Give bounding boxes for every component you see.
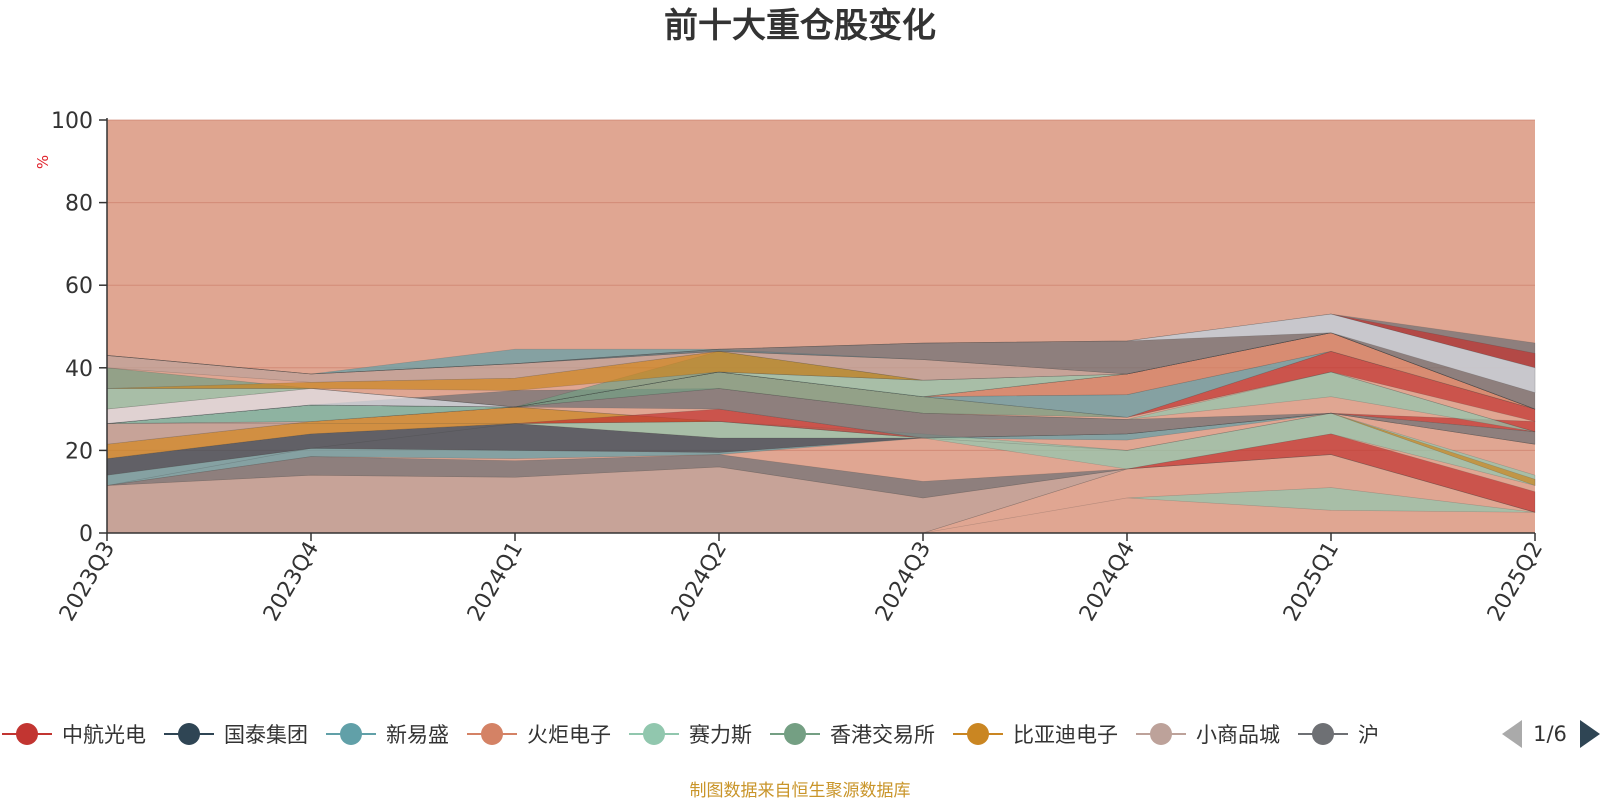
series-area [106, 371, 1536, 433]
legend-page-indicator: 1/6 [1533, 722, 1567, 746]
plot-area: 0 20 40 60 80 100 2023Q3 2023Q4 2024Q1 2024Q2 2024… [51, 109, 1548, 626]
legend-marker-icon [643, 723, 665, 745]
footer-source: 制图数据来自恒生聚源数据库 [690, 781, 911, 800]
y-tick-label: 80 [65, 192, 93, 217]
legend-item[interactable]: 中航光电 [2, 723, 146, 747]
y-tick-label: 60 [65, 274, 93, 299]
legend-marker-icon [178, 723, 200, 745]
x-tick-label: 2024Q3 [871, 538, 936, 626]
legend-label: 小商品城 [1196, 723, 1280, 747]
legend-next-arrow-icon[interactable] [1580, 720, 1600, 748]
legend-label: 中航光电 [62, 723, 146, 747]
legend-label: 比亚迪电子 [1013, 723, 1118, 747]
legend-pager: 1/6 [1502, 720, 1600, 748]
series-area [106, 350, 1536, 424]
x-tick-label: 2023Q4 [259, 538, 324, 626]
chart-title: 前十大重仓股变化 [664, 6, 936, 46]
legend-label: 国泰集团 [224, 723, 308, 747]
legend-prev-arrow-icon[interactable] [1502, 720, 1522, 748]
x-tick-label: 2024Q4 [1075, 538, 1140, 626]
legend-item[interactable]: 新易盛 [326, 723, 449, 747]
legend: 中航光电 国泰集团 新易盛 火炬电子 赛力斯 香港交易所 比亚迪电子 小商品城 沪 [2, 723, 1379, 747]
legend-label: 火炬电子 [527, 723, 611, 747]
y-axis-label: % [34, 155, 52, 169]
series-area [107, 408, 1536, 439]
y-tick-label: 20 [65, 439, 93, 464]
legend-label: 香港交易所 [830, 723, 935, 747]
x-tick-label: 2025Q2 [1483, 538, 1548, 626]
legend-item[interactable]: 香港交易所 [770, 723, 935, 747]
legend-marker-icon [340, 723, 362, 745]
legend-marker-icon [967, 723, 989, 745]
legend-marker-icon [1150, 723, 1172, 745]
legend-item[interactable]: 小商品城 [1136, 723, 1280, 747]
series-areas [106, 313, 1536, 534]
x-tick-label: 2025Q1 [1279, 538, 1344, 626]
legend-label: 赛力斯 [689, 723, 752, 747]
legend-marker-icon [481, 723, 503, 745]
series-area [106, 313, 1536, 393]
x-tick-label: 2023Q3 [55, 538, 120, 626]
x-tick-label: 2024Q2 [667, 538, 732, 626]
legend-marker-icon [1312, 723, 1334, 745]
y-tick-label: 0 [79, 522, 93, 547]
y-tick-label: 100 [51, 109, 93, 134]
legend-marker-icon [784, 723, 806, 745]
y-tick-label: 40 [65, 357, 93, 382]
legend-item[interactable]: 火炬电子 [467, 723, 611, 747]
legend-label: 新易盛 [386, 723, 449, 747]
legend-item[interactable]: 赛力斯 [629, 723, 752, 747]
legend-marker-icon [16, 723, 38, 745]
legend-item[interactable]: 沪 [1298, 723, 1379, 747]
legend-item[interactable]: 比亚迪电子 [953, 723, 1118, 747]
series-area [106, 313, 1536, 375]
series-area [106, 454, 1536, 513]
x-tick-label: 2024Q1 [463, 538, 528, 626]
legend-item[interactable]: 国泰集团 [164, 723, 308, 747]
legend-label: 沪 [1358, 723, 1379, 747]
